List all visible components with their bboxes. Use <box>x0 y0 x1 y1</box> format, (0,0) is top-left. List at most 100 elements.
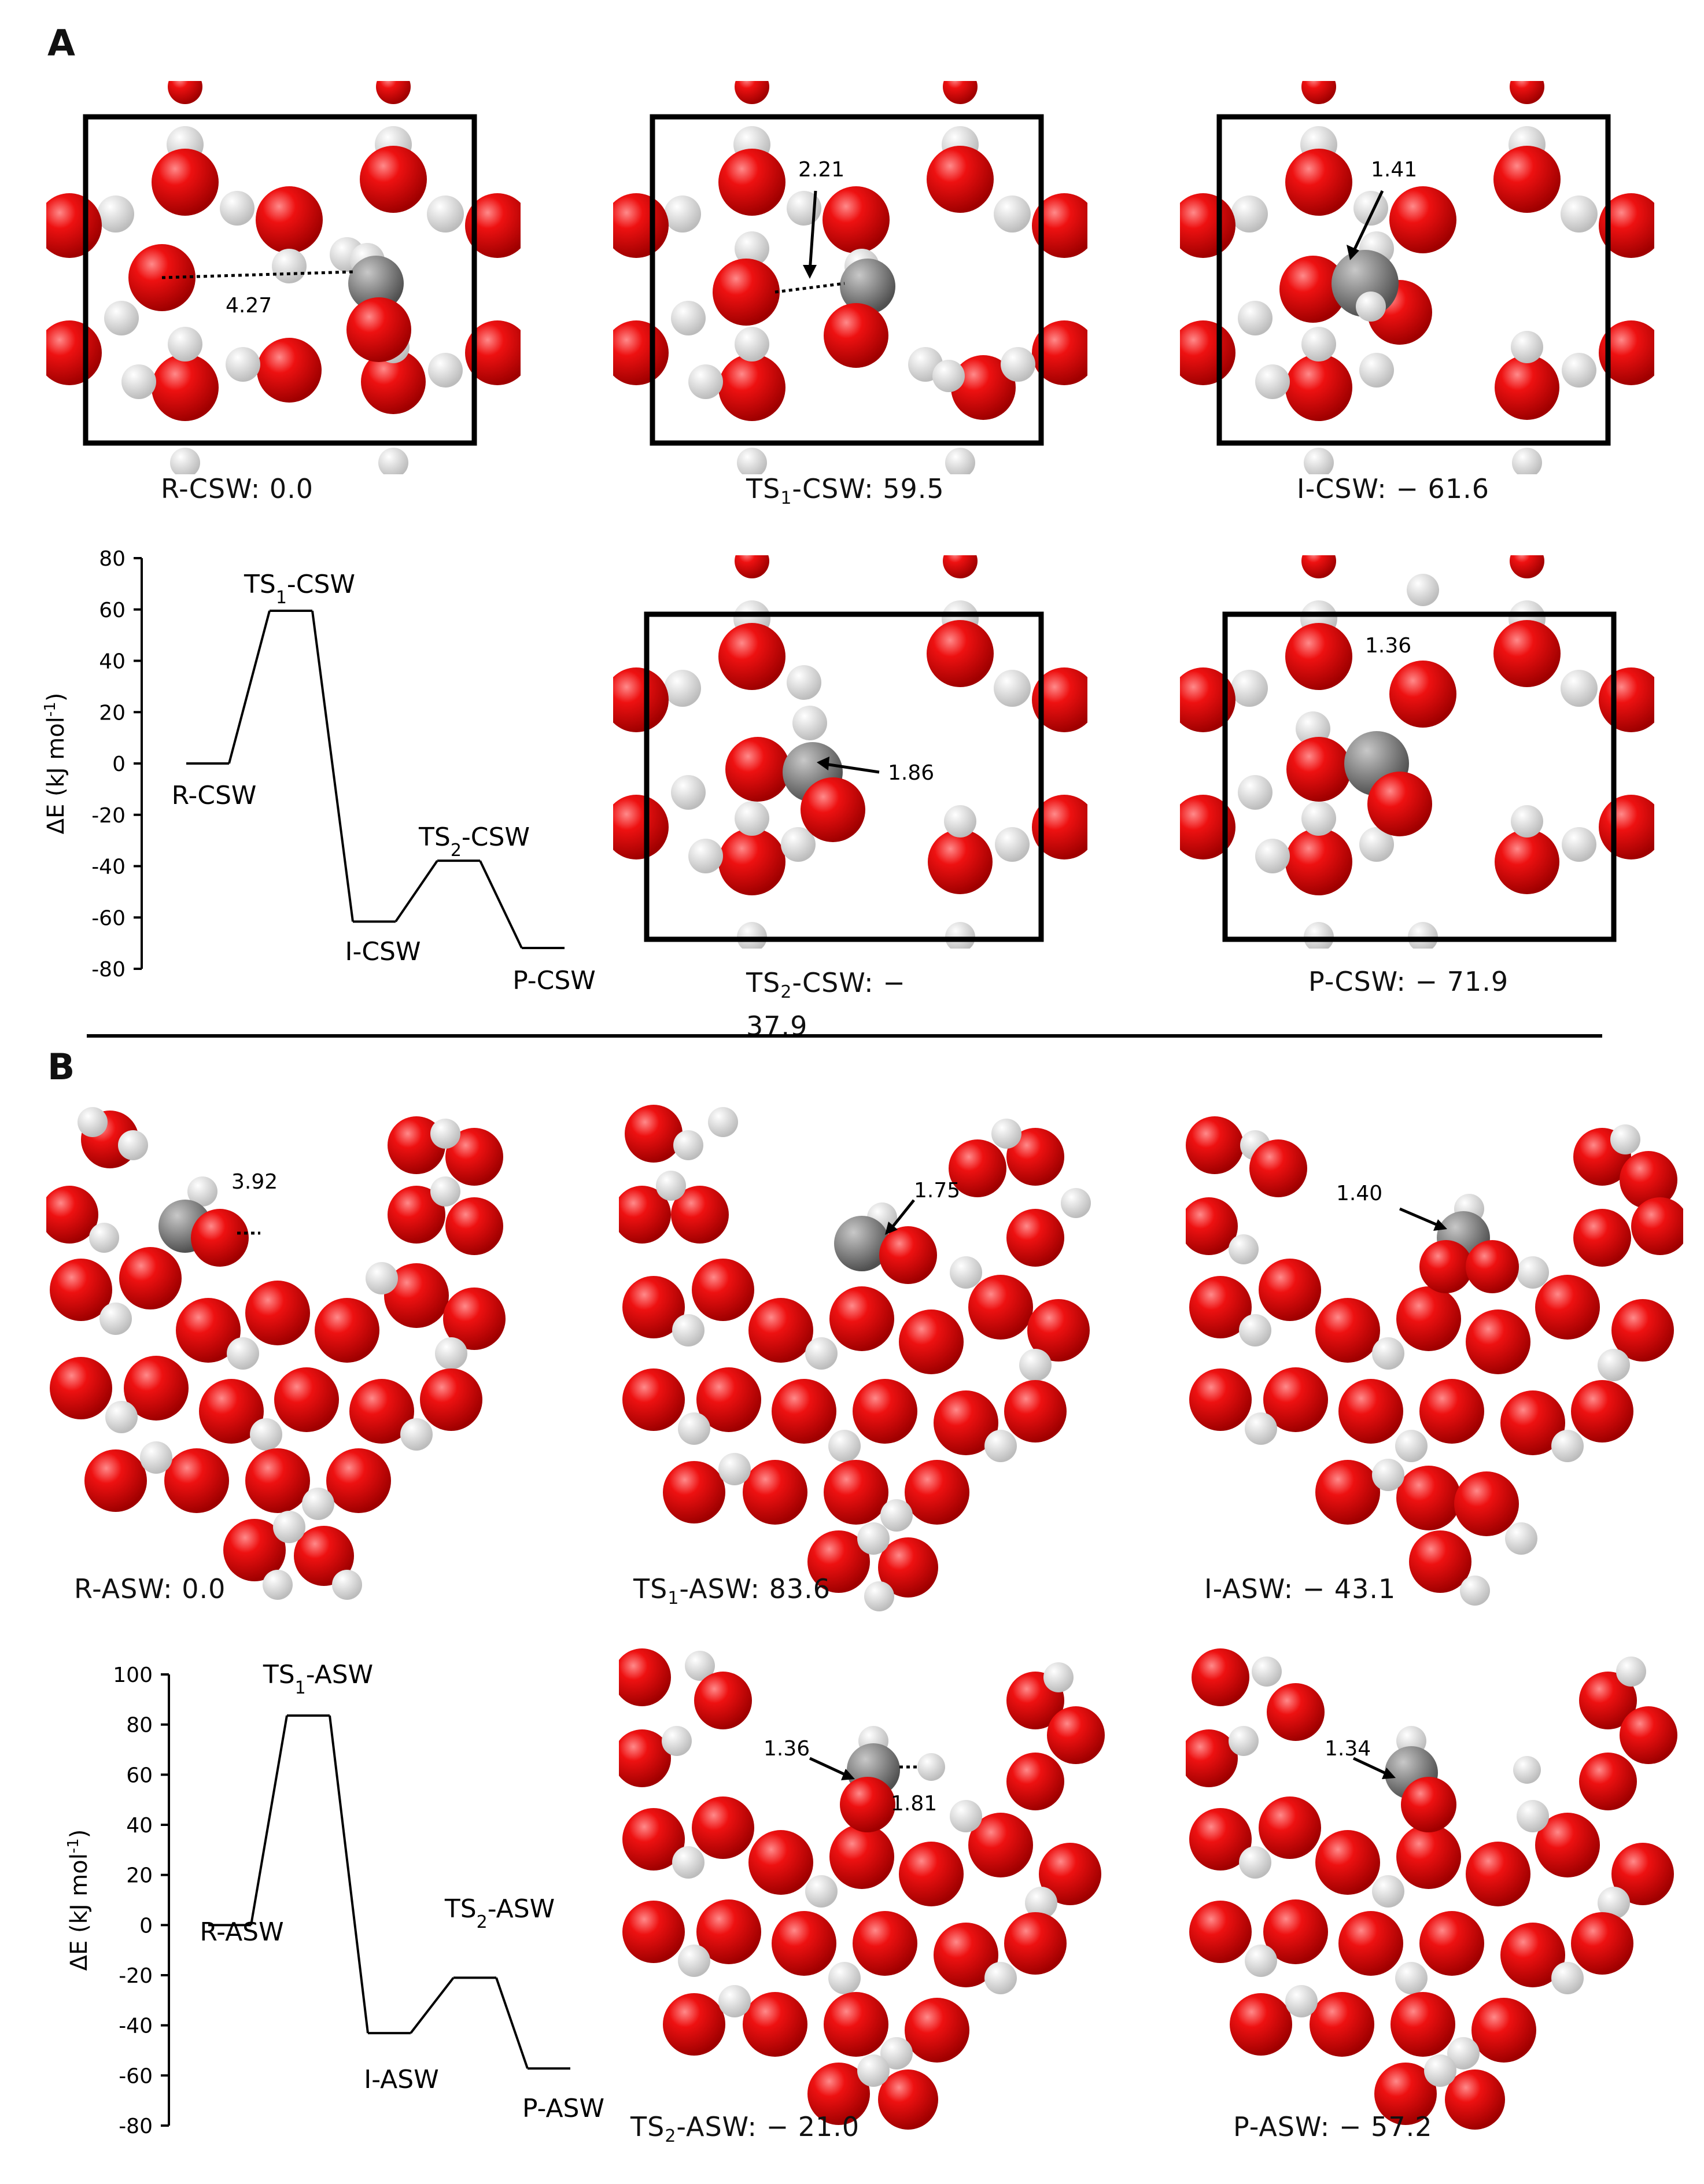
y-tick-label: 60 <box>99 599 126 622</box>
unit-cell <box>1222 611 1617 942</box>
arrow-head <box>817 757 829 770</box>
structure-label-p-csw: P-CSW: − 71.9 <box>1308 966 1509 997</box>
unit-cell <box>650 114 1044 446</box>
structure-label-ts2-csw: TS2-CSW: −37.9 <box>746 967 906 1042</box>
distance-arrow <box>808 190 817 272</box>
state-label-post: -ASW <box>488 1894 555 1924</box>
adsorbate <box>834 1202 937 1284</box>
y-axis-title: ΔE (kJ mol-1) <box>42 693 69 835</box>
distance-arrow <box>809 1757 849 1777</box>
arrow-head <box>1433 1219 1447 1231</box>
distance-label: 1.86 <box>888 761 934 785</box>
structure-i-asw: 1.40 <box>1186 1116 1683 1606</box>
water-lattice <box>613 555 1087 949</box>
y-tick-label: 0 <box>139 1914 153 1938</box>
y-tick-label: 40 <box>99 650 126 674</box>
state-label: TS1-CSW <box>244 570 355 608</box>
energy-connector <box>479 860 523 949</box>
distance-label: 1.34 <box>1325 1737 1371 1761</box>
state-label-sub: 2 <box>451 840 462 861</box>
state-label-sub: 1 <box>295 1678 306 1698</box>
arrow-head <box>1347 245 1359 260</box>
y-tick-label: -20 <box>119 1964 153 1988</box>
arrow-head <box>841 1769 855 1780</box>
adsorbate <box>346 243 411 362</box>
distance-label-2: 1.81 <box>891 1792 937 1816</box>
adsorbate <box>1385 1726 1541 1832</box>
state-label: TS2-CSW <box>418 822 530 861</box>
structure-ts2-csw: 1.86 <box>613 555 1087 949</box>
structure-ts1-asw: 1.75 <box>619 1105 1091 1611</box>
water-lattice <box>613 81 1087 474</box>
water-cluster <box>46 1107 506 1600</box>
state-label: I-ASW <box>364 2065 438 2094</box>
structure-label-i-csw: I-CSW: − 61.6 <box>1297 473 1489 504</box>
distance-arrow <box>821 762 880 774</box>
y-axis-title: ΔE (kJ mol-1) <box>65 1829 93 1971</box>
arrow-head <box>885 1222 898 1235</box>
state-label: P-CSW <box>512 966 596 995</box>
distance-label: 1.41 <box>1371 158 1417 182</box>
energy-connector <box>329 1715 369 2034</box>
y-tick-label: -80 <box>119 2115 153 2138</box>
unit-cell <box>83 114 477 446</box>
structure-label-ts2-asw: TS2-ASW: − 21.0 <box>630 2111 860 2147</box>
structure-i-csw: 1.41 <box>1180 81 1654 474</box>
adsorbate <box>1332 231 1399 322</box>
y-tick-label: 40 <box>126 1814 153 1838</box>
water-lattice <box>46 81 521 474</box>
energy-connector <box>250 1715 288 1925</box>
energy-connector <box>394 860 438 923</box>
adsorbate <box>840 1726 945 1832</box>
distance-label: 1.36 <box>1365 634 1411 658</box>
y-axis-title-sup: -1 <box>65 1838 82 1853</box>
state-label-post: -CSW <box>462 822 530 852</box>
y-tick-label: 80 <box>126 1714 153 1737</box>
distance-arrow <box>1352 190 1384 253</box>
structure-label-r-asw: R-ASW: 0.0 <box>74 1573 226 1604</box>
arrow-head <box>1382 1768 1396 1779</box>
distance-label: 1.40 <box>1336 1182 1382 1205</box>
y-tick-label: 20 <box>126 1864 153 1888</box>
structure-r-asw: 3.92 <box>46 1107 506 1600</box>
unit-cell <box>644 611 1044 942</box>
distance-label: 1.36 <box>764 1737 810 1761</box>
y-axis-title-close: ) <box>66 1829 93 1839</box>
state-label-sub: 2 <box>477 1912 488 1932</box>
state-label: I-CSW <box>345 937 421 966</box>
state-label: R-CSW <box>172 781 257 810</box>
panel-label-a: A <box>47 22 75 64</box>
energy-connector <box>410 1977 455 2034</box>
state-label: P-ASW <box>522 2094 604 2123</box>
structure-label-r-csw: R-CSW: 0.0 <box>161 473 314 504</box>
structure-r-csw: 4.27 <box>46 81 521 474</box>
panel-label-b: B <box>47 1046 75 1088</box>
distance-label: 4.27 <box>226 294 272 318</box>
structure-label-i-asw: I-ASW: − 43.1 <box>1204 1573 1396 1604</box>
distance-arrow <box>890 1199 915 1230</box>
state-label-sub: 1 <box>276 588 287 608</box>
structure-ts1-csw: 2.21 <box>613 81 1087 474</box>
energy-connector <box>228 610 271 764</box>
y-tick-label: 60 <box>126 1764 153 1787</box>
y-tick-label: -80 <box>91 958 126 982</box>
distance-arrow <box>1352 1757 1389 1776</box>
arrow-head <box>803 265 817 279</box>
y-tick-label: -60 <box>91 906 126 930</box>
water-lattice <box>1180 555 1654 949</box>
water-cluster <box>619 1105 1091 1611</box>
structure-p-csw: 1.36 <box>1180 555 1654 949</box>
structure-label-p-asw: P-ASW: − 57.2 <box>1233 2111 1433 2142</box>
state-label-post: -CSW <box>287 570 355 599</box>
adsorbate <box>1419 1194 1519 1293</box>
adsorbate <box>824 249 895 368</box>
distance-arrow <box>1399 1207 1441 1228</box>
state-label: R-ASW <box>200 1917 283 1947</box>
unit-cell <box>1216 114 1611 446</box>
panel-divider <box>87 1034 1602 1038</box>
structure-label-ts1-asw: TS1-ASW: 83.6 <box>633 1573 831 1609</box>
adsorbate <box>158 1176 249 1267</box>
y-axis-title-close: ) <box>43 693 69 702</box>
structure-ts2-asw: 1.36 1.81 <box>619 1648 1105 2130</box>
distance-line <box>774 282 845 294</box>
